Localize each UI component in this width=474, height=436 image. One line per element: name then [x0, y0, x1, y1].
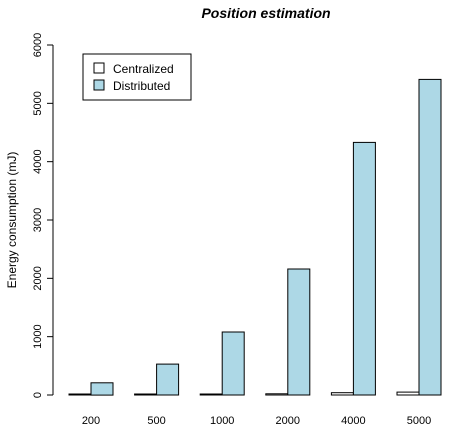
bar-series — [68, 78, 442, 396]
bar-distributed — [90, 382, 114, 396]
bar-distributed — [287, 268, 311, 396]
legend-label-distributed: Distributed — [113, 79, 170, 93]
bar-distributed — [221, 331, 245, 396]
bar-distributed — [352, 141, 376, 396]
y-tick-label: 5000 — [32, 91, 44, 115]
y-tick-label: 0 — [32, 392, 44, 398]
bar-centralized — [396, 391, 420, 396]
y-axis-label: Energy consumption (mJ) — [5, 152, 19, 289]
x-tick-label: 1000 — [210, 415, 234, 427]
x-axis-tick-labels: 200 500 1000 2000 4000 5000 — [82, 415, 431, 427]
bar-centralized — [330, 392, 354, 396]
bar-centralized — [265, 393, 289, 396]
x-tick-label: 2000 — [276, 415, 300, 427]
chart-title: Position estimation — [201, 5, 330, 21]
bar-distributed — [156, 363, 180, 396]
x-tick-label: 5000 — [407, 415, 431, 427]
x-tick-label: 200 — [82, 415, 100, 427]
legend-swatch-distributed — [93, 79, 105, 91]
bar-centralized — [134, 393, 158, 396]
y-tick-label: 3000 — [32, 208, 44, 232]
x-tick-label: 4000 — [341, 415, 365, 427]
y-tick-label: 6000 — [32, 33, 44, 57]
legend: Centralized Distributed — [82, 53, 192, 101]
legend-box — [82, 53, 192, 101]
legend-label-centralized: Centralized — [113, 62, 174, 76]
bar-centralized — [199, 393, 223, 396]
y-axis: 0 1000 2000 3000 4000 5000 6000 — [32, 33, 54, 398]
y-tick-label: 4000 — [32, 149, 44, 173]
bar-centralized — [68, 393, 92, 396]
y-tick-label: 1000 — [32, 324, 44, 348]
legend-swatch-centralized — [93, 62, 105, 74]
bar-distributed — [418, 78, 442, 396]
x-tick-label: 500 — [147, 415, 165, 427]
y-tick-label: 2000 — [32, 266, 44, 290]
